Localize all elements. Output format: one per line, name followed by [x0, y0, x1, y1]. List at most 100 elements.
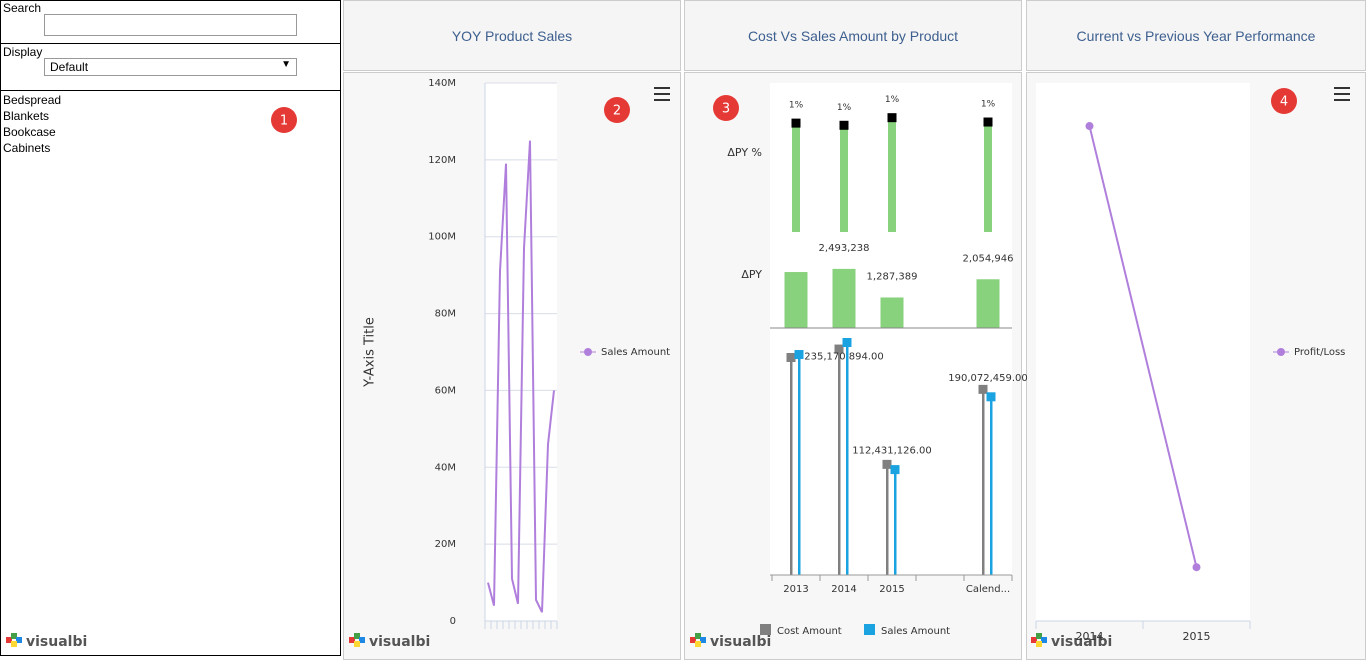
display-label: Display [3, 45, 43, 59]
bar-marker [887, 113, 897, 123]
search-section: Search [1, 1, 340, 44]
badge-label: 1 [280, 114, 288, 129]
logo-icon [1036, 641, 1042, 647]
lollipop-head [842, 338, 852, 347]
plot-area [1036, 83, 1250, 621]
row-label: ΔPY % [727, 146, 762, 159]
menu-icon[interactable] [654, 87, 670, 89]
menu-icon[interactable] [1334, 87, 1350, 89]
data-label: 190,072,459.00 [948, 373, 1028, 384]
item-list: Bedspread Blankets Bookcase Cabinets [1, 91, 340, 157]
lollipop-head [890, 465, 900, 475]
data-label: 1% [981, 100, 996, 110]
legend-label: Profit/Loss [1294, 347, 1345, 358]
list-item[interactable]: Bookcase [3, 125, 56, 139]
bar-marker [983, 117, 993, 127]
logo-icon [1041, 637, 1047, 643]
logo-icon [700, 637, 706, 643]
menu-icon[interactable] [1334, 99, 1350, 101]
logo-icon [695, 633, 701, 639]
y-tick-label: 80M [435, 309, 456, 320]
y-axis-title: Y-Axis Title [363, 317, 378, 388]
legend-marker [584, 348, 592, 356]
x-tick-label: 2014 [1076, 630, 1104, 643]
data-label: 235,170,894.00 [804, 352, 884, 363]
panel-header: Current vs Previous Year Performance [1026, 0, 1366, 71]
menu-icon[interactable] [1334, 93, 1350, 95]
data-label: 1,287,389 [867, 271, 918, 282]
dropdown-arrow: ▼ [281, 59, 291, 70]
x-tick-label: 2015 [1183, 630, 1211, 643]
bar [784, 272, 808, 328]
y-tick-label: 120M [428, 155, 456, 166]
x-tick-label: Calend... [966, 584, 1010, 595]
bar [888, 117, 896, 232]
y-tick-label: 0 [450, 616, 456, 627]
search-input[interactable] [44, 14, 297, 36]
lollipop-stem [838, 349, 841, 575]
lollipop-head [834, 344, 844, 354]
badge [604, 97, 630, 123]
legend-marker [760, 624, 771, 635]
legend-label: Sales Amount [881, 626, 950, 637]
logo-icon [354, 641, 360, 647]
legend-label: Sales Amount [601, 347, 670, 358]
list-item[interactable]: Bedspread [3, 93, 62, 107]
legend-marker [864, 624, 875, 635]
data-label: 2,054,946 [963, 253, 1014, 264]
logo-icon [11, 641, 17, 647]
y-tick-label: 140M [428, 78, 456, 89]
lollipop-stem [990, 396, 993, 575]
y-tick-label: 100M [428, 232, 456, 243]
logo-icon [349, 637, 355, 643]
logo-icon [11, 633, 17, 639]
lollipop-stem [982, 389, 985, 575]
logo-icon [354, 633, 360, 639]
panel-title: YOY Product Sales [451, 27, 573, 44]
bar [984, 122, 992, 232]
point [1085, 122, 1094, 131]
y-tick-label: 20M [435, 539, 456, 550]
logo-icon [1031, 637, 1037, 643]
bar [832, 268, 856, 328]
logo-icon [16, 637, 22, 643]
x-tick-label: 2015 [879, 584, 904, 595]
lollipop-stem [894, 469, 897, 575]
menu-icon[interactable] [654, 99, 670, 101]
logo-icon [1036, 633, 1042, 639]
logo-icon [695, 641, 701, 647]
display-section: Display Default ▼ [1, 44, 340, 91]
x-tick-label: 2014 [831, 584, 856, 595]
menu-icon[interactable] [654, 93, 670, 95]
panel-header: YOY Product Sales [343, 0, 681, 71]
search-label: Search [3, 1, 42, 15]
lollipop-stem [790, 357, 793, 575]
series-line [487, 140, 555, 613]
display-select[interactable]: Default ▼ [44, 58, 297, 76]
lollipop-head [986, 392, 996, 402]
badge [713, 95, 739, 121]
badge [1271, 88, 1297, 114]
lollipop-stem [846, 342, 849, 575]
list-item[interactable]: Blankets [3, 109, 50, 123]
bar [880, 297, 904, 328]
lollipop-stem [798, 354, 801, 575]
data-label: 112,431,126.00 [852, 446, 932, 457]
list-item[interactable]: Cabinets [3, 141, 51, 155]
series-line [1088, 125, 1198, 568]
display-value: Default [50, 60, 89, 74]
bar [976, 279, 1000, 328]
logo-text: visualbi [369, 634, 430, 650]
data-label: 1% [885, 95, 900, 105]
point [1192, 563, 1201, 572]
lollipop-head [882, 459, 892, 469]
legend-marker [1277, 348, 1285, 356]
logo-text: visualbi [710, 634, 771, 650]
logo-text: visualbi [1051, 634, 1112, 650]
panel-title: Cost Vs Sales Amount by Product [747, 27, 959, 44]
y-tick-label: 40M [435, 462, 456, 473]
badge [271, 107, 297, 133]
data-label: 2,493,238 [819, 243, 870, 254]
badge-label: 2 [613, 104, 621, 119]
